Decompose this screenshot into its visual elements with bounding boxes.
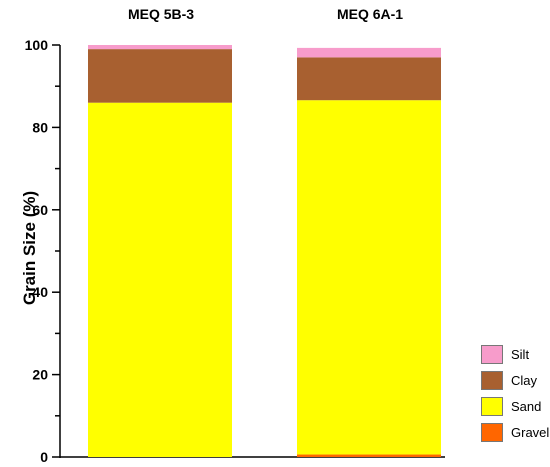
y-tick-label: 60	[32, 202, 48, 218]
bar-segment-gravel-2	[297, 454, 441, 457]
y-tick-label: 40	[32, 284, 48, 300]
legend-label-silt: Silt	[511, 347, 530, 362]
legend: Silt Clay Sand Gravel	[481, 345, 549, 449]
legend-swatch-silt	[481, 345, 503, 364]
bar-segment-sand-2	[297, 100, 441, 455]
y-tick-label: 20	[32, 367, 48, 383]
bar-segment-silt-2	[297, 47, 441, 58]
legend-swatch-sand	[481, 397, 503, 416]
legend-item-clay: Clay	[481, 371, 549, 390]
legend-item-silt: Silt	[481, 345, 549, 364]
bars	[88, 45, 441, 458]
legend-swatch-gravel	[481, 423, 503, 442]
bar-segment-clay-1	[88, 49, 232, 103]
legend-label-clay: Clay	[511, 373, 538, 388]
bar-segment-clay-2	[297, 57, 441, 101]
y-axis-label: Grain Size (%)	[20, 190, 39, 306]
category-title-1: MEQ 5B-3	[127, 6, 195, 22]
legend-swatch-clay	[481, 371, 503, 390]
y-tick-label: 0	[40, 449, 48, 465]
legend-label-gravel: Gravel	[511, 425, 550, 440]
category-title-2: MEQ 6A-1	[336, 6, 404, 22]
bar-segment-silt-1	[88, 45, 232, 50]
bar-segment-sand-1	[88, 102, 232, 458]
y-tick-label: 100	[25, 37, 49, 53]
legend-item-gravel: Gravel	[481, 423, 549, 442]
legend-label-sand: Sand	[511, 399, 542, 414]
legend-item-sand: Sand	[481, 397, 549, 416]
y-tick-label: 80	[32, 119, 48, 135]
